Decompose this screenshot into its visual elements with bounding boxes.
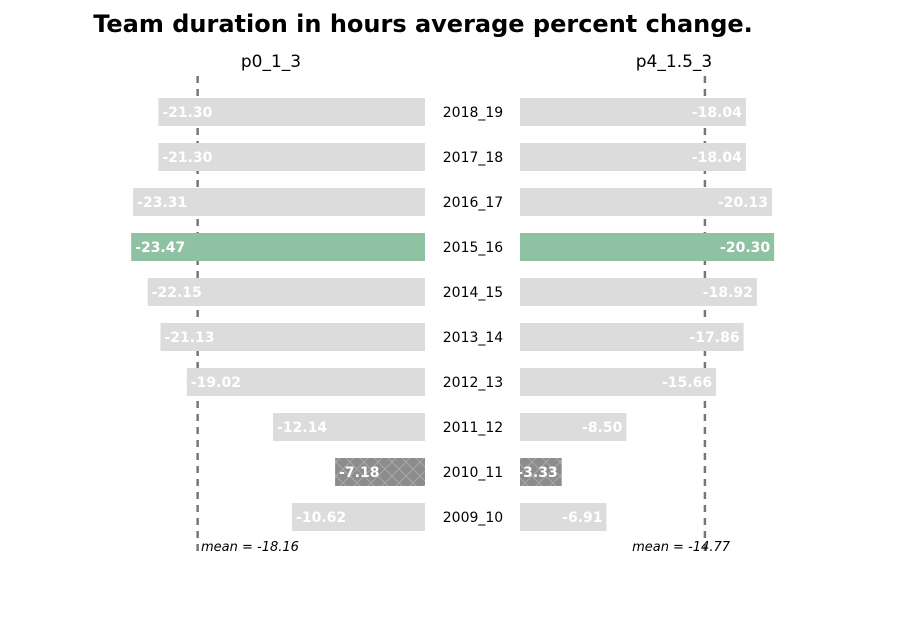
- right-bar-2009_10: [520, 503, 607, 531]
- left-bar-2012_13: [186, 368, 425, 396]
- left-bar-2014_15: [147, 278, 425, 306]
- right-bar-2015_16: [520, 233, 775, 261]
- left-panel: -21.30 -21.30 -23.31 -23.47 -22.15 -21.13 -19.…: [131, 76, 426, 554]
- left-bar-2016_17: [133, 188, 425, 216]
- category-label-2015_16: 2015_16: [443, 240, 504, 256]
- right-value-label-2009_10: -6.91: [562, 510, 602, 526]
- right-bar-2012_13: [520, 368, 717, 396]
- left-value-label-2009_10: -10.62: [296, 510, 346, 526]
- right-value-label-2015_16: -20.30: [720, 240, 770, 256]
- left-value-label-2014_15: -22.15: [152, 285, 202, 301]
- category-label-2013_14: 2013_14: [443, 330, 504, 346]
- left-value-label-2013_14: -21.13: [164, 330, 214, 346]
- right-bar-2010_11: [520, 458, 562, 486]
- left-mean-label: mean = -18.16: [201, 540, 299, 555]
- right-value-label-2017_18: -18.04: [692, 150, 742, 166]
- left-bar-2017_18: [158, 143, 425, 171]
- right-value-label-2012_13: -15.66: [662, 375, 712, 391]
- right-bar-2017_18: [520, 143, 746, 171]
- left-value-label-2015_16: -23.47: [135, 240, 185, 256]
- right-bar-2014_15: [520, 278, 757, 306]
- left-bar-2011_12: [273, 413, 425, 441]
- right-value-label-2014_15: -18.92: [703, 285, 753, 301]
- right-value-label-2016_17: -20.13: [718, 195, 768, 211]
- right-mean-label: mean = -14.77: [632, 540, 731, 555]
- left-bar-2018_19: [158, 98, 425, 126]
- category-label-2011_12: 2011_12: [443, 420, 503, 436]
- left-bar-2009_10: [292, 503, 425, 531]
- category-label-2010_11: 2010_11: [443, 465, 503, 481]
- category-label-2018_19: 2018_19: [443, 105, 503, 121]
- category-label-2012_13: 2012_13: [443, 375, 503, 391]
- left-bar-2015_16: [131, 233, 426, 261]
- category-axis: 2018_19 2017_18 2016_17 2015_16 2014_15 2013_…: [443, 105, 504, 526]
- left-bar-2010_11: [335, 458, 425, 486]
- category-label-2014_15: 2014_15: [443, 285, 503, 301]
- right-value-label-2013_14: -17.86: [690, 330, 740, 346]
- chart-title: Team duration in hours average percent c…: [93, 10, 753, 38]
- right-value-label-2011_12: -8.50: [582, 420, 623, 436]
- right-panel: -18.04 -18.04 -20.13 -20.30 -18.92 -17.86 -15.…: [517, 76, 775, 554]
- right-value-label-2018_19: -18.04: [692, 105, 742, 121]
- left-value-label-2010_11: -7.18: [339, 465, 379, 481]
- category-label-2009_10: 2009_10: [443, 510, 503, 526]
- left-value-label-2011_12: -12.14: [277, 420, 327, 436]
- left-bar-2013_14: [160, 323, 425, 351]
- right-bar-2016_17: [520, 188, 773, 216]
- left-value-label-2012_13: -19.02: [191, 375, 241, 391]
- right-bar-2013_14: [520, 323, 744, 351]
- left-value-label-2018_19: -21.30: [162, 105, 212, 121]
- right-bar-2018_19: [520, 98, 746, 126]
- right-panel-title: p4_1.5_3: [636, 52, 712, 72]
- category-label-2016_17: 2016_17: [443, 195, 503, 211]
- left-value-label-2017_18: -21.30: [162, 150, 212, 166]
- right-value-label-2010_11: -3.33: [517, 465, 557, 481]
- right-bar-2011_12: [520, 413, 627, 441]
- left-value-label-2016_17: -23.31: [137, 195, 187, 211]
- category-label-2017_18: 2017_18: [443, 150, 503, 166]
- left-panel-title: p0_1_3: [241, 52, 301, 72]
